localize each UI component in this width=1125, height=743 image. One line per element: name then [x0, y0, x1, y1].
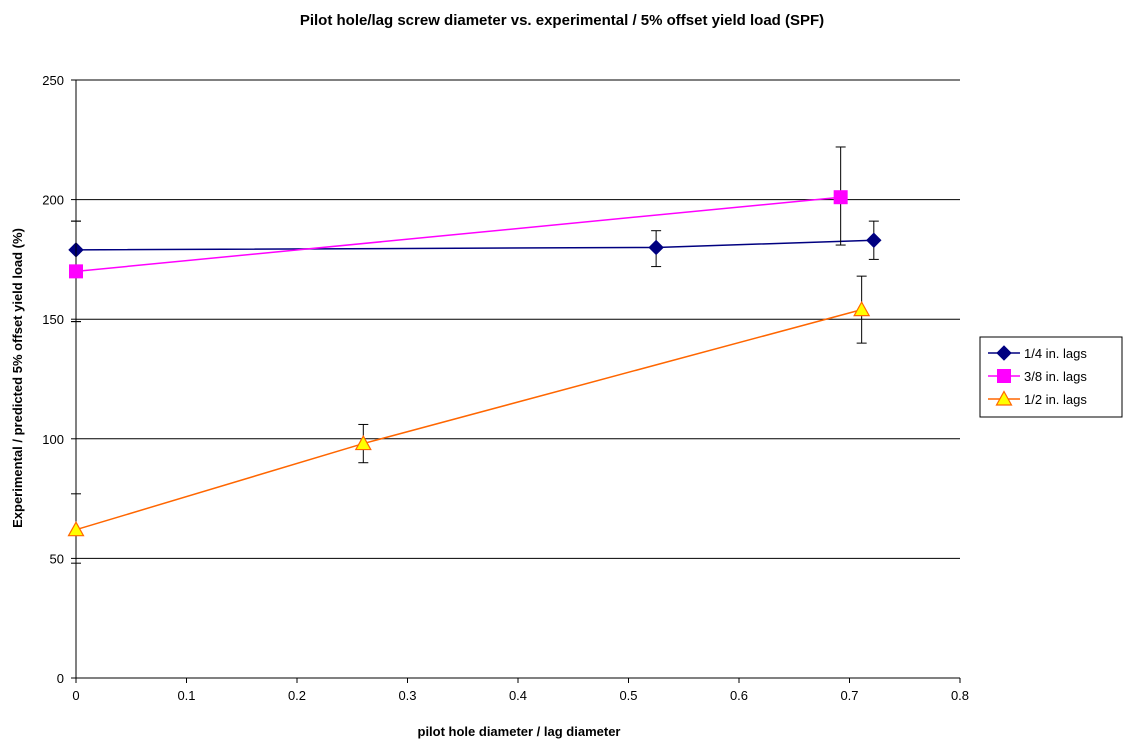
x-tick-label-0.3: 0.3 [398, 688, 416, 703]
x-tick-label-0.4: 0.4 [509, 688, 527, 703]
x-tick-label-0.8: 0.8 [951, 688, 969, 703]
legend-label-2: 3/8 in. lags [1024, 369, 1087, 384]
y-tick-label-150: 150 [42, 312, 64, 327]
x-tick-label-0: 0 [72, 688, 79, 703]
series-1 [68, 220, 882, 323]
y-axis-label: Experimental / predicted 5% offset yield… [10, 228, 25, 528]
legend-marker-3 [995, 390, 1013, 406]
y-tick-label-0: 0 [57, 671, 64, 686]
legend-marker-1 [996, 345, 1012, 361]
series-line-2 [75, 196, 841, 273]
series-line-3 [75, 308, 862, 531]
plot-area: 0 50 100 150 200 250 0 0.1 0.2 0.3 0.4 0.5 0.6 0.7 0.8 [42, 73, 969, 703]
series-2 [69, 146, 848, 323]
data-point-3-2 [354, 434, 372, 451]
y-tick-label-50: 50 [50, 551, 64, 566]
x-tick-label-0.1: 0.1 [177, 688, 195, 703]
legend-marker-2 [997, 369, 1011, 383]
series-line-1 [75, 239, 874, 251]
x-tick-label-0.7: 0.7 [840, 688, 858, 703]
y-tick-label-200: 200 [42, 193, 64, 208]
data-point-1-2 [648, 239, 664, 256]
x-tick-label-0.2: 0.2 [288, 688, 306, 703]
data-point-2-1 [69, 264, 83, 279]
legend-label-3: 1/2 in. lags [1024, 392, 1087, 407]
data-point-2-2 [833, 190, 848, 205]
data-point-3-1 [67, 520, 85, 537]
x-axis-label: pilot hole diameter / lag diameter [418, 724, 621, 739]
data-point-3-3 [853, 300, 871, 317]
data-point-1-3 [866, 232, 882, 248]
y-tick-label-250: 250 [42, 73, 64, 88]
legend-label-1: 1/4 in. lags [1024, 346, 1087, 361]
x-tick-label-0.5: 0.5 [619, 688, 637, 703]
chart-title: Pilot hole/lag screw diameter vs. experi… [300, 12, 824, 29]
series-3 [67, 275, 871, 564]
x-tick-label-0.6: 0.6 [730, 688, 748, 703]
legend: 1/4 in. lags 3/8 in. lags 1/2 in. lags [979, 336, 1123, 418]
y-tick-label-100: 100 [42, 432, 64, 447]
